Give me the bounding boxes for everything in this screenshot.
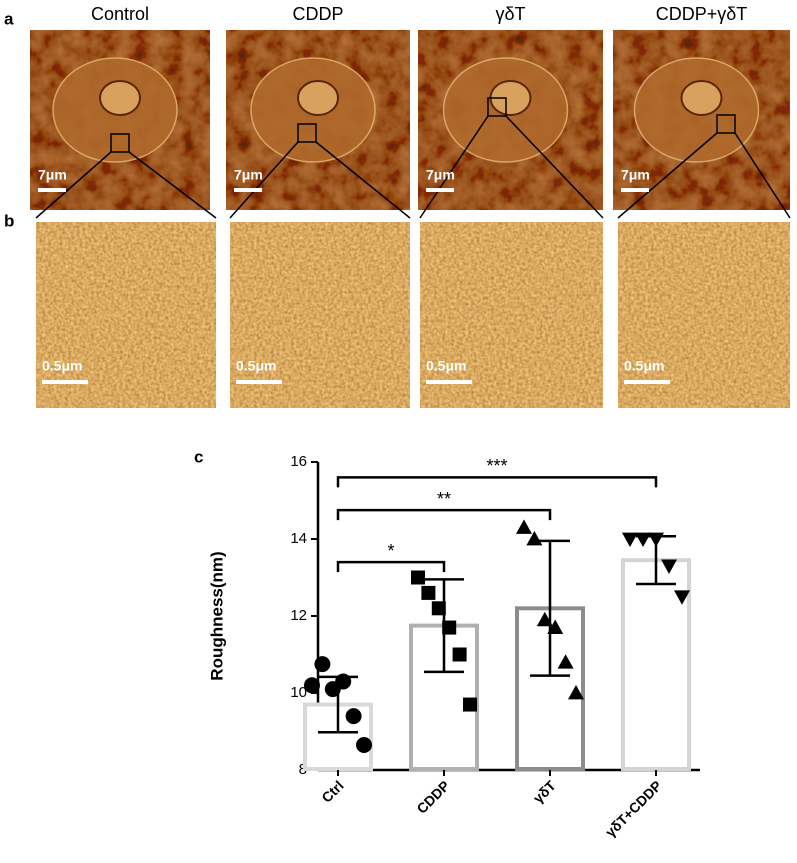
scale-label: 0.5μm xyxy=(426,358,466,374)
significance-bracket xyxy=(336,508,552,521)
scale-label: 0.5μm xyxy=(236,358,276,374)
data-point xyxy=(547,619,564,634)
data-point xyxy=(314,656,331,673)
data-point xyxy=(463,697,477,712)
column-title: CDDP+γδT xyxy=(656,4,748,24)
chart: 8 10 12 14 16 Roughness(nm) Ctrl CDDP γδT γδT+CDD… xyxy=(207,453,700,840)
zoom-line xyxy=(35,151,112,219)
scale-label: 7μm xyxy=(234,167,263,183)
nucleus xyxy=(680,80,723,116)
data-point xyxy=(442,620,457,635)
afm-zoom-texture xyxy=(618,222,790,408)
data-point xyxy=(635,532,651,547)
y-axis-label: Roughness(nm) xyxy=(207,551,226,680)
zoom-line xyxy=(128,151,217,219)
data-point xyxy=(568,685,584,700)
zoom-box xyxy=(716,114,736,134)
panel-label: c xyxy=(194,447,203,466)
afm-zoom-texture xyxy=(230,222,410,408)
data-point xyxy=(674,590,690,605)
y-tick-label: 14 xyxy=(290,530,307,547)
data-point xyxy=(661,559,677,574)
data-point xyxy=(335,673,352,690)
column-title: Control xyxy=(91,4,149,24)
significance-label: * xyxy=(387,541,394,561)
data-point xyxy=(304,677,320,694)
significance-label: ** xyxy=(437,489,451,509)
scale-label: 0.5μm xyxy=(624,358,664,374)
y-tick-label: 16 xyxy=(290,453,307,470)
x-tick-label: Ctrl xyxy=(318,777,346,805)
zoom-line xyxy=(229,141,299,219)
zoom-box xyxy=(487,97,507,117)
panel-label: b xyxy=(4,211,14,230)
column-title: γδT xyxy=(495,4,525,24)
significance-label: *** xyxy=(486,456,507,476)
data-point xyxy=(516,519,532,534)
data-point xyxy=(526,531,543,546)
zoom-line xyxy=(505,115,604,219)
data-point xyxy=(431,601,446,616)
data-point xyxy=(452,647,467,662)
zoom-line xyxy=(315,141,411,219)
bar xyxy=(621,558,691,771)
zoom-box xyxy=(110,133,130,153)
scale-label: 7μm xyxy=(426,167,455,183)
zoom-box xyxy=(297,123,317,143)
zoom-line xyxy=(419,115,489,219)
data-point xyxy=(648,532,664,547)
significance-bracket xyxy=(336,476,658,488)
column-title: CDDP xyxy=(292,4,343,24)
scale-label: 7μm xyxy=(38,167,67,183)
panel-label: a xyxy=(4,9,14,28)
x-tick-label: CDDP xyxy=(413,777,452,816)
x-tick-label: γδT xyxy=(530,777,559,806)
scale-label: 7μm xyxy=(621,167,650,183)
significance-bracket xyxy=(336,560,446,573)
data-point xyxy=(557,654,574,669)
y-tick-label: 12 xyxy=(290,607,307,624)
zoom-line xyxy=(617,132,718,219)
data-point xyxy=(345,708,362,725)
data-point xyxy=(622,532,638,547)
zoom-line xyxy=(734,132,791,219)
data-point xyxy=(356,736,372,753)
data-point xyxy=(421,585,436,600)
scale-label: 0.5μm xyxy=(42,358,82,374)
image-panels: a b c Control 7μm CDDP 7μm γδT 7μm CDDP+γδT 7μm 0.5… xyxy=(4,4,791,466)
data-point xyxy=(411,570,425,585)
y-tick-label: 8 xyxy=(299,761,307,778)
afm-zoom-texture xyxy=(420,222,603,408)
nucleus xyxy=(99,80,141,116)
afm-zoom-texture xyxy=(36,222,216,408)
x-tick-label: γδT+CDDP xyxy=(602,777,665,840)
y-tick-label: 10 xyxy=(290,684,307,701)
nucleus xyxy=(297,80,339,116)
data-point xyxy=(536,611,553,627)
